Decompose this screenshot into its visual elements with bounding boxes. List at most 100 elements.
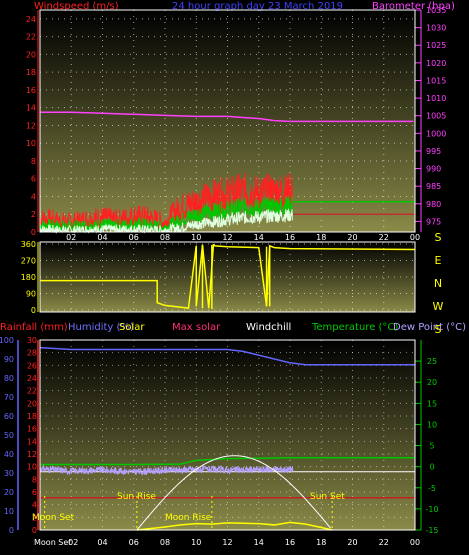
x-tick-label: 02 bbox=[66, 233, 76, 242]
wind-tick-label: 24 bbox=[26, 15, 36, 24]
barometer-tick-label: 1000 bbox=[426, 129, 446, 138]
event-sun-set: Sun Set bbox=[310, 492, 345, 502]
humidity-tick-label: 60 bbox=[4, 412, 14, 421]
rain-tick-label: 10 bbox=[27, 463, 37, 472]
x-tick-label-bottom: 18 bbox=[316, 538, 326, 547]
x-tick-label: 22 bbox=[379, 233, 389, 242]
temp-tick-label: 0 bbox=[429, 463, 434, 472]
compass-label: W bbox=[433, 300, 444, 313]
panel-temp bbox=[40, 340, 415, 530]
event-sun-rise: Sun Rise bbox=[117, 492, 156, 502]
humidity-tick-label: 0 bbox=[9, 526, 14, 535]
temp-tick-label: -15 bbox=[425, 526, 438, 535]
humidity-tick-label: 70 bbox=[4, 393, 14, 402]
wind-tick-label: 2 bbox=[31, 210, 36, 219]
barometer-tick-label: 995 bbox=[426, 147, 441, 156]
x-tick-label: 04 bbox=[97, 233, 107, 242]
barometer-tick-label: 990 bbox=[426, 165, 441, 174]
humidity-tick-label: 30 bbox=[4, 469, 14, 478]
x-tick-label-bottom: 16 bbox=[285, 538, 295, 547]
wind-tick-label: 0 bbox=[31, 228, 36, 237]
x-tick-label: 12 bbox=[222, 233, 232, 242]
wind-tick-label: 18 bbox=[26, 68, 36, 77]
x-tick-label: 16 bbox=[285, 233, 295, 242]
barometer-tick-label: 1035 bbox=[426, 6, 446, 15]
dewpoint-line bbox=[39, 464, 294, 476]
panel-wind-frame bbox=[39, 9, 416, 233]
barometer-tick-label: 980 bbox=[426, 200, 441, 209]
barometer-tick-label: 1005 bbox=[426, 112, 446, 121]
event-moon-rise: Moon Rise bbox=[165, 513, 212, 523]
x-tick-label: 18 bbox=[316, 233, 326, 242]
temp-tick-label: 5 bbox=[429, 442, 434, 451]
temp-tick-label: 20 bbox=[427, 378, 437, 387]
x-tick-label: 08 bbox=[160, 233, 170, 242]
rain-tick-label: 18 bbox=[27, 412, 37, 421]
wind-direction-line bbox=[40, 243, 416, 309]
x-tick-label-bottom: 08 bbox=[160, 538, 170, 547]
dir-tick-label: 360 bbox=[21, 240, 36, 249]
temp-tick-label: 25 bbox=[427, 357, 437, 366]
wind-tick-label: 4 bbox=[31, 192, 36, 201]
rain-tick-label: 8 bbox=[32, 475, 37, 484]
panel-direction-frame bbox=[39, 241, 416, 313]
temp-tick-label: 10 bbox=[427, 420, 437, 429]
legend-windchill: Windchill bbox=[246, 322, 291, 333]
legend-temperature: Temperature (°C) bbox=[311, 322, 398, 333]
barometer-tick-label: 1025 bbox=[426, 41, 446, 50]
wind-tick-label: 12 bbox=[26, 121, 36, 130]
humidity-tick-label: 100 bbox=[0, 336, 14, 345]
humidity-tick-label: 50 bbox=[4, 431, 14, 440]
legend-max-solar: Max solar bbox=[172, 322, 221, 333]
wind-tick-label: 22 bbox=[26, 33, 36, 42]
x-tick-label-bottom: 14 bbox=[254, 538, 264, 547]
humidity-tick-label: 10 bbox=[4, 507, 14, 516]
graph-title: 24 hour graph day 23 March 2019 bbox=[172, 1, 343, 12]
compass-label: N bbox=[434, 277, 442, 290]
dir-tick-label: 0 bbox=[31, 306, 36, 315]
max-solar-line bbox=[136, 455, 332, 531]
compass-label: S bbox=[435, 231, 442, 244]
rain-tick-label: 24 bbox=[27, 374, 37, 383]
wind-tick-label: 8 bbox=[31, 157, 36, 166]
legend-rainfall: Rainfall (mm) bbox=[0, 322, 68, 333]
event-moon-set-axis: Moon Set bbox=[34, 538, 71, 547]
barometer-tick-label: 1015 bbox=[426, 76, 446, 85]
barometer-tick-label: 1020 bbox=[426, 59, 446, 68]
wind-tick-label: 16 bbox=[26, 86, 36, 95]
event-moon-set: Moon Set bbox=[32, 513, 75, 523]
rain-tick-label: 16 bbox=[27, 425, 37, 434]
rain-tick-label: 28 bbox=[27, 349, 37, 358]
humidity-tick-label: 20 bbox=[4, 488, 14, 497]
rain-tick-label: 4 bbox=[32, 501, 37, 510]
x-tick-label-bottom: 00 bbox=[410, 538, 420, 547]
x-tick-label: 20 bbox=[347, 233, 357, 242]
temp-tick-label: -10 bbox=[425, 505, 438, 514]
dir-tick-label: 180 bbox=[21, 273, 36, 282]
rain-tick-label: 12 bbox=[27, 450, 37, 459]
x-tick-label-bottom: 02 bbox=[68, 538, 78, 547]
x-tick-label-bottom: 06 bbox=[129, 538, 139, 547]
rain-tick-label: 14 bbox=[27, 437, 37, 446]
humidity-tick-label: 40 bbox=[4, 450, 14, 459]
barometer-line bbox=[40, 111, 414, 123]
barometer-tick-label: 1030 bbox=[426, 24, 446, 33]
rain-tick-label: 30 bbox=[27, 336, 37, 345]
dir-tick-label: 270 bbox=[21, 257, 36, 266]
legend-dewpoint: Dew Point (°C) bbox=[393, 322, 466, 333]
x-tick-label: 10 bbox=[191, 233, 201, 242]
barometer-label: Barometer (hpa) bbox=[372, 1, 455, 12]
rain-tick-label: 6 bbox=[32, 488, 37, 497]
rain-tick-label: 20 bbox=[27, 399, 37, 408]
wind-tick-label: 6 bbox=[31, 175, 36, 184]
legend-humidity: Humidity (%) bbox=[68, 322, 134, 333]
wind-tick-label: 14 bbox=[26, 104, 36, 113]
rain-tick-label: 0 bbox=[32, 526, 37, 535]
x-tick-label: 00 bbox=[410, 233, 420, 242]
wind-tick-label: 10 bbox=[26, 139, 36, 148]
temp-tick-label: -5 bbox=[428, 484, 436, 493]
rain-tick-label: 26 bbox=[27, 361, 37, 370]
legend-solar: Solar bbox=[119, 322, 145, 333]
